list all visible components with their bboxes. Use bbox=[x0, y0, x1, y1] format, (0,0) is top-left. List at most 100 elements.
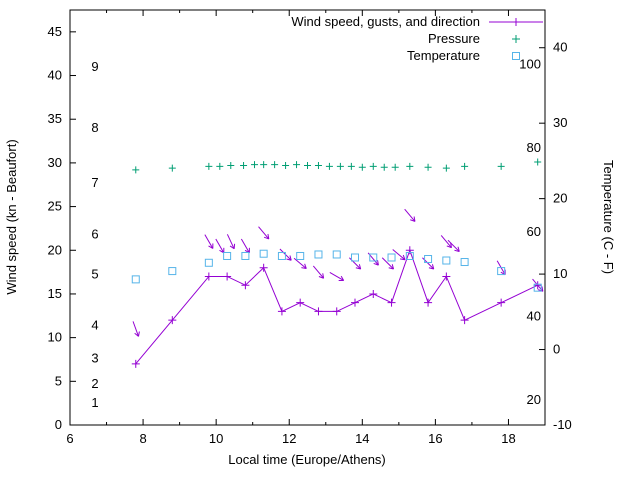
series-pressure bbox=[132, 159, 541, 174]
y-left-tick-label: 35 bbox=[48, 111, 62, 126]
gust-direction-arrow bbox=[330, 272, 344, 280]
y-left-tick-label: 40 bbox=[48, 68, 62, 83]
x-tick-label: 18 bbox=[501, 431, 515, 446]
temperature-point bbox=[205, 259, 212, 266]
temperature-point bbox=[461, 259, 468, 266]
temperature-point bbox=[260, 250, 267, 257]
pressure-point bbox=[443, 165, 450, 172]
pressure-point bbox=[370, 163, 377, 170]
temperature-point bbox=[242, 252, 249, 259]
gust-direction-arrow bbox=[216, 239, 224, 253]
fahrenheit-scale-label: 80 bbox=[527, 140, 541, 155]
y-left-tick-label: 20 bbox=[48, 242, 62, 257]
gust-direction-arrow bbox=[133, 321, 139, 336]
arrow-shaft bbox=[259, 227, 269, 239]
wind-speed-point bbox=[314, 307, 322, 315]
y-right-tick-label: -10 bbox=[553, 417, 572, 432]
wind-speed-point bbox=[278, 307, 286, 315]
pressure-point bbox=[381, 164, 388, 171]
y-right-tick-label: 10 bbox=[553, 266, 567, 281]
temperature-point bbox=[333, 251, 340, 258]
wind-speed-point bbox=[296, 299, 304, 307]
gust-direction-arrow bbox=[241, 239, 249, 253]
legend-label: Temperature bbox=[407, 48, 480, 63]
pressure-point bbox=[359, 164, 366, 171]
beaufort-scale-label: 8 bbox=[91, 120, 98, 135]
beaufort-scale-label: 1 bbox=[91, 395, 98, 410]
pressure-point bbox=[240, 162, 247, 169]
pressure-point bbox=[315, 162, 322, 169]
y-left-tick-label: 15 bbox=[48, 286, 62, 301]
gust-direction-arrow bbox=[259, 227, 269, 239]
legend-label: Pressure bbox=[428, 31, 480, 46]
wind-speed-point bbox=[442, 272, 450, 280]
wind-speed-point bbox=[424, 299, 432, 307]
arrow-shaft bbox=[405, 209, 415, 221]
pressure-point bbox=[251, 161, 258, 168]
wind-speed-point bbox=[497, 299, 505, 307]
arrow-shaft bbox=[313, 266, 323, 278]
pressure-point bbox=[169, 165, 176, 172]
pressure-point bbox=[425, 164, 432, 171]
pressure-point bbox=[282, 162, 289, 169]
wind-speed-point bbox=[333, 307, 341, 315]
x-tick-label: 6 bbox=[66, 431, 73, 446]
pressure-point bbox=[337, 163, 344, 170]
pressure-point bbox=[534, 159, 541, 166]
y-right-tick-label: 0 bbox=[553, 342, 560, 357]
gust-direction-arrow bbox=[313, 266, 323, 278]
pressure-point bbox=[293, 161, 300, 168]
temperature-point bbox=[169, 268, 176, 275]
pressure-point bbox=[326, 163, 333, 170]
wind-speed-line bbox=[136, 250, 538, 364]
temperature-point bbox=[315, 251, 322, 258]
x-tick-label: 8 bbox=[139, 431, 146, 446]
pressure-point bbox=[348, 163, 355, 170]
y-axis-left-label: Wind speed (kn - Beaufort) bbox=[4, 139, 19, 294]
legend-label: Wind speed, gusts, and direction bbox=[291, 14, 480, 29]
y-right-tick-label: 20 bbox=[553, 191, 567, 206]
legend-plus-sample bbox=[512, 35, 520, 43]
wind-speed-point bbox=[369, 290, 377, 298]
temperature-point bbox=[388, 254, 395, 261]
arrow-head bbox=[139, 331, 140, 336]
temperature-point bbox=[352, 254, 359, 261]
gust-direction-arrow bbox=[205, 235, 213, 249]
beaufort-scale-label: 4 bbox=[91, 317, 98, 332]
temperature-point bbox=[224, 252, 231, 259]
pressure-point bbox=[216, 163, 223, 170]
fahrenheit-scale-label: 100 bbox=[519, 56, 541, 71]
pressure-point bbox=[227, 162, 234, 169]
plot-border bbox=[70, 10, 545, 425]
beaufort-scale-label: 2 bbox=[91, 376, 98, 391]
gust-direction-arrow bbox=[227, 234, 234, 249]
pressure-point bbox=[271, 161, 278, 168]
series-layer bbox=[132, 159, 543, 368]
y-axis-right-label: Temperature (C - F) bbox=[601, 160, 616, 274]
pressure-point bbox=[392, 164, 399, 171]
temperature-point bbox=[132, 276, 139, 283]
pressure-point bbox=[461, 163, 468, 170]
beaufort-scale-label: 3 bbox=[91, 351, 98, 366]
x-tick-label: 10 bbox=[209, 431, 223, 446]
x-tick-label: 12 bbox=[282, 431, 296, 446]
wind-speed-point bbox=[351, 299, 359, 307]
pressure-point bbox=[304, 162, 311, 169]
y-left-tick-label: 30 bbox=[48, 155, 62, 170]
series-temperature bbox=[132, 250, 541, 291]
x-tick-label: 14 bbox=[355, 431, 369, 446]
beaufort-scale-label: 7 bbox=[91, 175, 98, 190]
x-tick-label: 16 bbox=[428, 431, 442, 446]
y-left-tick-label: 0 bbox=[55, 417, 62, 432]
fahrenheit-scale-label: 60 bbox=[527, 224, 541, 239]
fahrenheit-scale-label: 20 bbox=[527, 392, 541, 407]
pressure-point bbox=[205, 163, 212, 170]
wind-speed-point bbox=[388, 299, 396, 307]
series-wind-speed bbox=[132, 246, 542, 368]
fahrenheit-scale-label: 40 bbox=[527, 308, 541, 323]
x-axis-label: Local time (Europe/Athens) bbox=[228, 452, 386, 467]
y-left-tick-label: 25 bbox=[48, 199, 62, 214]
y-left-tick-label: 5 bbox=[55, 373, 62, 388]
y-left-tick-label: 45 bbox=[48, 24, 62, 39]
